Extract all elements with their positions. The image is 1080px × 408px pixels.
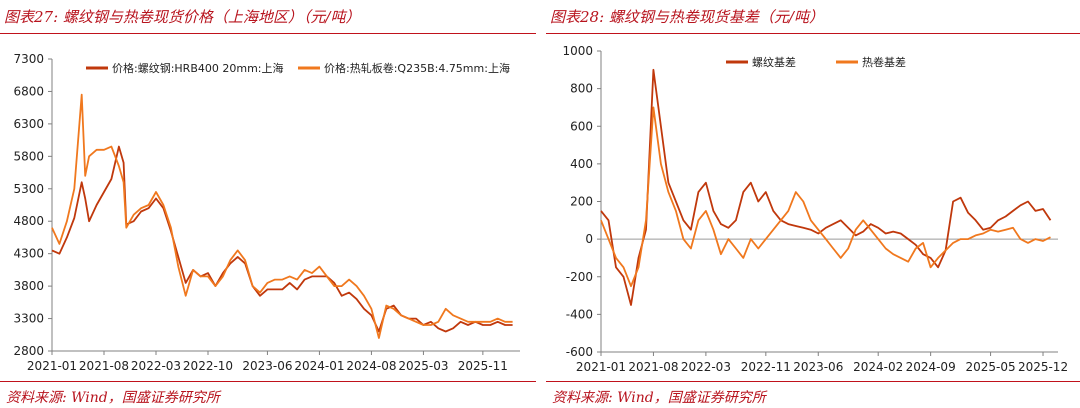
y-tick-label: 2800	[13, 344, 44, 358]
x-tick-label: 2024-09	[906, 360, 956, 374]
left-chart-panel: 图表27: 螺纹钢与热卷现货价格（上海地区）（元/吨） 2800 3300 3800…	[0, 0, 536, 408]
x-tick-label: 2022-03	[681, 360, 731, 374]
legend-label-1: 价格:螺纹钢:HRB400 20mm:上海	[112, 61, 284, 75]
legend-label-1: 螺纹基差	[752, 55, 796, 69]
y-tick-label: 5800	[13, 149, 44, 163]
x-tick-label: 2024-02	[853, 360, 903, 374]
price-line-chart: 2800 3300 3800 4300 4800 5300 5800 6300 6800 7300…	[13, 52, 520, 373]
x-tick-label: 2023-06	[793, 360, 843, 374]
series-line-1	[600, 68, 1052, 306]
x-tick-label: 2021-01	[576, 360, 626, 374]
x-tick-label: 2022-03	[131, 359, 181, 373]
y-tick-label: 1000	[562, 44, 593, 58]
legend-label-2: 价格:热轧板卷:Q235B:4.75mm:上海	[324, 61, 510, 75]
x-tick-label: 2021-01	[27, 359, 77, 373]
y-tick-label: 6800	[13, 84, 44, 98]
y-tick-label: 200	[570, 195, 593, 209]
x-tick-label: 2025-12	[1018, 360, 1068, 374]
x-tick-label: 2022-10	[183, 359, 233, 373]
x-tick-label: 2025-05	[966, 360, 1016, 374]
chart-title: 图表28: 螺纹钢与热卷现货基差（元/吨）	[550, 8, 824, 26]
x-tick-label: 2025-03	[398, 359, 448, 373]
x-tick-label: 2024-01	[294, 359, 344, 373]
source-divider	[546, 381, 1080, 382]
source-divider	[0, 381, 536, 382]
x-tick-label: 2025-11	[458, 359, 508, 373]
y-tick-label: 4800	[13, 214, 44, 228]
y-tick-label: 5300	[13, 182, 44, 196]
y-tick-label: 6300	[13, 117, 44, 131]
basis-line-chart: -600 -400 -200 0 200 400 600 800 1000 2021-01 2021…	[562, 44, 1068, 374]
x-tick-label: 2021-08	[628, 360, 678, 374]
x-tick-label: 2024-08	[346, 359, 396, 373]
y-tick-label: 0	[585, 232, 593, 246]
chart-title: 图表27: 螺纹钢与热卷现货价格（上海地区）（元/吨）	[4, 8, 361, 26]
right-chart-panel: 图表28: 螺纹钢与热卷现货基差（元/吨） -600 -400 -200 0 200 40…	[546, 0, 1080, 408]
x-tick-label: 2023-06	[242, 359, 292, 373]
y-tick-label: 400	[570, 157, 593, 171]
source-note: 资料来源: Wind，国盛证券研究所	[552, 390, 766, 406]
series-line-2	[600, 106, 1051, 288]
series-line-2	[51, 93, 513, 339]
y-tick-label: -600	[566, 345, 593, 359]
x-tick-label: 2021-08	[79, 359, 129, 373]
y-tick-label: -400	[566, 307, 593, 321]
y-tick-label: 4300	[13, 247, 44, 261]
y-tick-label: 3800	[13, 279, 44, 293]
y-tick-label: 3300	[13, 312, 44, 326]
y-tick-label: 7300	[13, 52, 44, 66]
legend-label-2: 热卷基差	[862, 55, 906, 69]
y-tick-label: 800	[570, 82, 593, 96]
title-divider	[546, 33, 1080, 34]
source-note: 资料来源: Wind，国盛证券研究所	[6, 390, 220, 406]
y-tick-label: 600	[570, 119, 593, 133]
x-tick-label: 2022-11	[741, 360, 791, 374]
title-divider	[0, 33, 536, 34]
y-tick-label: -200	[566, 270, 593, 284]
